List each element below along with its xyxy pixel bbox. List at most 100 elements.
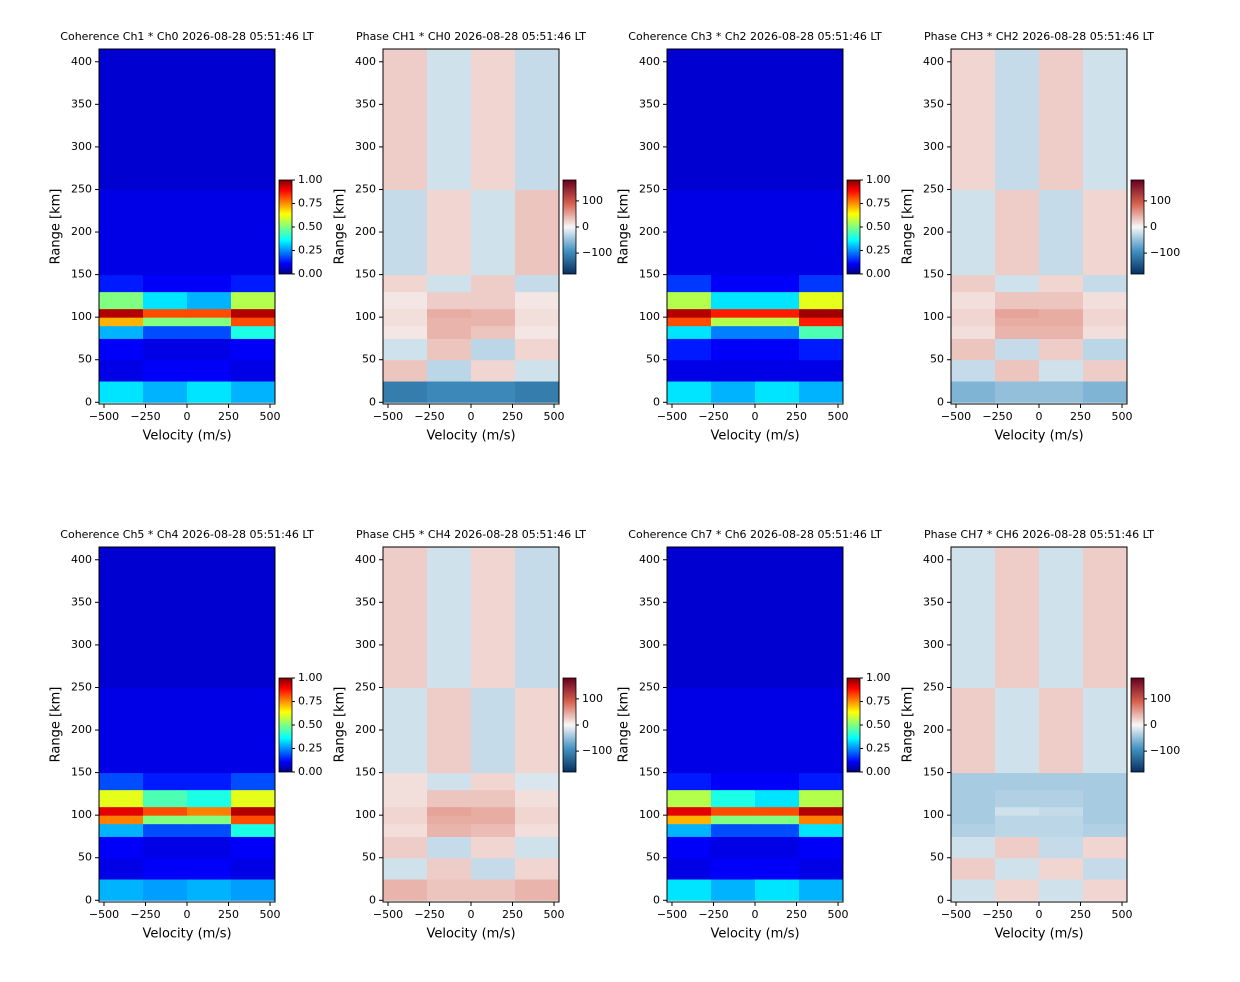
- heat-cell: [667, 879, 712, 901]
- y-axis-label: Range [km]: [49, 189, 64, 265]
- heat-cell: [799, 547, 844, 688]
- heat-cell: [995, 49, 1040, 190]
- heat-cell: [1039, 789, 1084, 808]
- heat-cell: [471, 857, 516, 880]
- y-tick-label: 100: [355, 808, 376, 821]
- heat-cell: [143, 547, 188, 688]
- heat-cell: [667, 789, 712, 808]
- y-axis-label: Range [km]: [901, 189, 916, 265]
- y-tick-label: 100: [355, 310, 376, 323]
- heat-cell: [755, 325, 800, 339]
- heat-cell: [667, 308, 712, 318]
- heat-cell: [755, 189, 800, 276]
- heat-cell: [755, 772, 800, 791]
- colorbar: [562, 179, 577, 275]
- x-tick-label: 250: [502, 410, 523, 423]
- y-tick-label: 150: [71, 766, 92, 779]
- heat-cell: [143, 189, 188, 276]
- heat-cell: [799, 789, 844, 808]
- y-tick-label: 0: [653, 395, 660, 408]
- y-tick-label: 400: [923, 55, 944, 68]
- heat-cell: [995, 772, 1040, 791]
- y-tick-label: 0: [369, 395, 376, 408]
- heat-cell: [231, 308, 276, 318]
- x-tick-label: −250: [130, 908, 160, 921]
- x-tick-label: −250: [982, 908, 1012, 921]
- x-tick-label: 250: [786, 908, 807, 921]
- y-tick-label: 300: [923, 140, 944, 153]
- y-tick-label: 0: [937, 893, 944, 906]
- heat-cell: [951, 325, 996, 339]
- heat-cell: [143, 823, 188, 837]
- heat-cell: [515, 359, 560, 382]
- heat-cell: [471, 789, 516, 808]
- heat-cell: [1039, 772, 1084, 791]
- panel-title: Coherence Ch5 * Ch4 2026-08-28 05:51:46 …: [60, 528, 314, 541]
- heat-cell: [755, 547, 800, 688]
- heat-cell: [231, 291, 276, 310]
- heat-cell: [799, 274, 844, 293]
- heat-cell: [711, 815, 756, 825]
- x-tick-label: 500: [1112, 908, 1133, 921]
- heat-cell: [99, 308, 144, 318]
- colorbar-tick-label: 0.75: [866, 695, 891, 708]
- heat-cell: [799, 836, 844, 859]
- heat-cell: [427, 857, 472, 880]
- heat-cell: [1083, 189, 1128, 276]
- heat-cell: [711, 49, 756, 190]
- x-axis-label: Velocity (m/s): [710, 429, 799, 444]
- heat-cell: [471, 291, 516, 310]
- heat-cell: [143, 274, 188, 293]
- heat-cell: [427, 189, 472, 276]
- heat-cell: [383, 806, 428, 816]
- heat-cell: [711, 338, 756, 361]
- heat-cell: [799, 291, 844, 310]
- colorbar: [1130, 677, 1145, 773]
- y-tick-label: 100: [71, 310, 92, 323]
- heat-cell: [187, 189, 232, 276]
- heat-cell: [383, 789, 428, 808]
- y-tick-label: 100: [923, 310, 944, 323]
- heat-cell: [187, 823, 232, 837]
- y-tick-label: 350: [355, 97, 376, 110]
- y-tick-label: 350: [923, 97, 944, 110]
- heat-cell: [995, 815, 1040, 825]
- heat-cell: [799, 308, 844, 318]
- heat-cell: [143, 338, 188, 361]
- colorbar-tick-label: 0: [1150, 220, 1157, 233]
- heat-cell: [231, 789, 276, 808]
- y-tick-label: 250: [639, 182, 660, 195]
- heat-cell: [711, 381, 756, 403]
- x-tick-label: 0: [468, 410, 475, 423]
- heat-cell: [471, 338, 516, 361]
- y-tick-label: 350: [923, 595, 944, 608]
- heat-cell: [231, 806, 276, 816]
- x-tick-label: −500: [941, 410, 971, 423]
- heat-cell: [427, 823, 472, 837]
- heat-cell: [755, 789, 800, 808]
- colorbar-tick-label: −100: [1150, 744, 1180, 757]
- heat-cell: [187, 789, 232, 808]
- colorbar: [846, 179, 861, 275]
- panel-title: Phase CH3 * CH2 2026-08-28 05:51:46 LT: [924, 30, 1154, 43]
- heat-cell: [755, 815, 800, 825]
- colorbar: [562, 677, 577, 773]
- y-axis-label: Range [km]: [617, 189, 632, 265]
- heat-cell: [995, 189, 1040, 276]
- heat-cell: [1083, 291, 1128, 310]
- heat-cell: [799, 189, 844, 276]
- heat-cell: [427, 815, 472, 825]
- colorbar-tick-label: 0.25: [866, 244, 891, 257]
- heat-cell: [799, 687, 844, 774]
- colorbar-tick-label: 0.00: [866, 267, 891, 280]
- heat-cell: [143, 291, 188, 310]
- heat-cell: [667, 836, 712, 859]
- heat-cell: [471, 317, 516, 327]
- heat-cell: [1039, 325, 1084, 339]
- heat-cell: [383, 325, 428, 339]
- colorbar-tick-label: 0.75: [866, 197, 891, 210]
- heat-cell: [143, 687, 188, 774]
- heat-cell: [427, 381, 472, 403]
- heat-cell: [99, 338, 144, 361]
- x-axis-label: Velocity (m/s): [426, 927, 515, 942]
